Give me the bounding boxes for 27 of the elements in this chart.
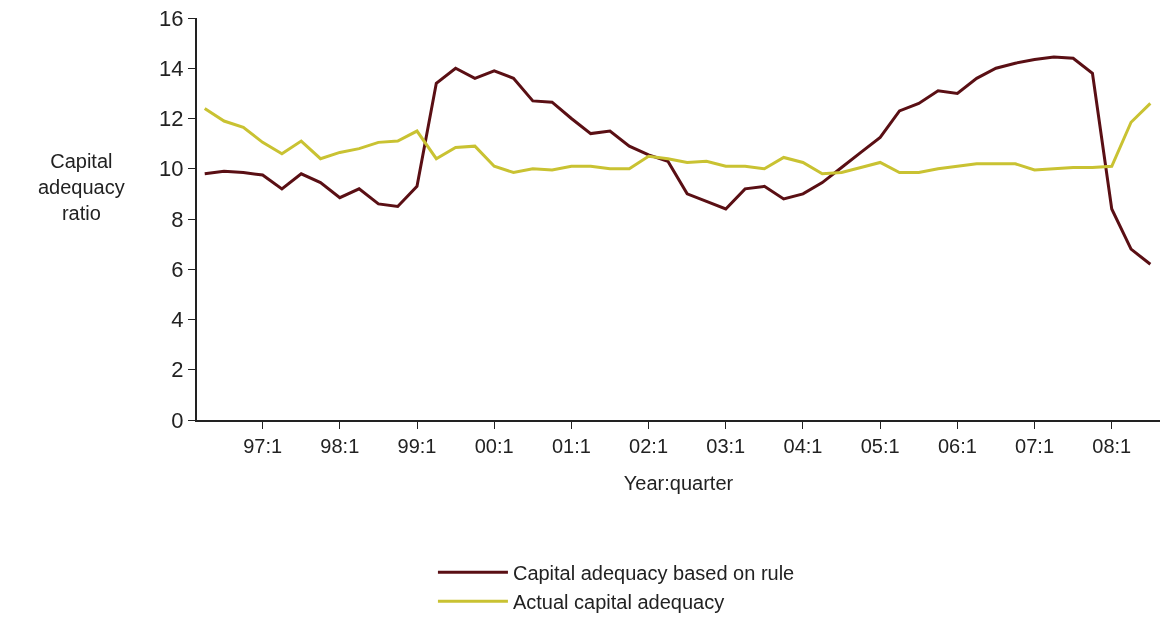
x-tick-label: 02:1 [629, 435, 669, 457]
y-tick-label: 16 [159, 5, 184, 31]
x-tick-label: 06:1 [937, 435, 977, 457]
legend-label: Capital adequacy based on rule [512, 561, 795, 584]
y-tick-label: 10 [159, 156, 184, 182]
x-tick-label: 97:1 [243, 435, 283, 457]
x-tick-label: 98:1 [320, 435, 360, 457]
y-tick-label: 2 [171, 357, 184, 383]
y-axis-title: Capital adequacy ratio [38, 150, 125, 224]
line-series [203, 55, 1152, 266]
y-tick-label: 4 [171, 307, 184, 333]
y-tick-label: 0 [171, 407, 184, 433]
legend-label: Actual capital adequacy [512, 590, 725, 613]
y-tick-label: 14 [159, 55, 184, 81]
x-tick-label: 03:1 [706, 435, 746, 457]
y-tick-label: 12 [159, 106, 184, 132]
x-tick-label: 01:1 [551, 435, 591, 457]
x-tick-label: 07:1 [1015, 435, 1055, 457]
x-tick-label: 99:1 [397, 435, 437, 457]
y-tick-label: 8 [171, 206, 184, 232]
x-axis-title: Year:quarter [623, 472, 734, 494]
x-tick-label: 08:1 [1092, 435, 1132, 457]
line-series [203, 101, 1152, 176]
y-tick-label: 6 [171, 256, 184, 282]
x-tick-label: 00:1 [474, 435, 514, 457]
x-tick-label: 04:1 [783, 435, 823, 457]
x-tick-label: 05:1 [860, 435, 900, 457]
